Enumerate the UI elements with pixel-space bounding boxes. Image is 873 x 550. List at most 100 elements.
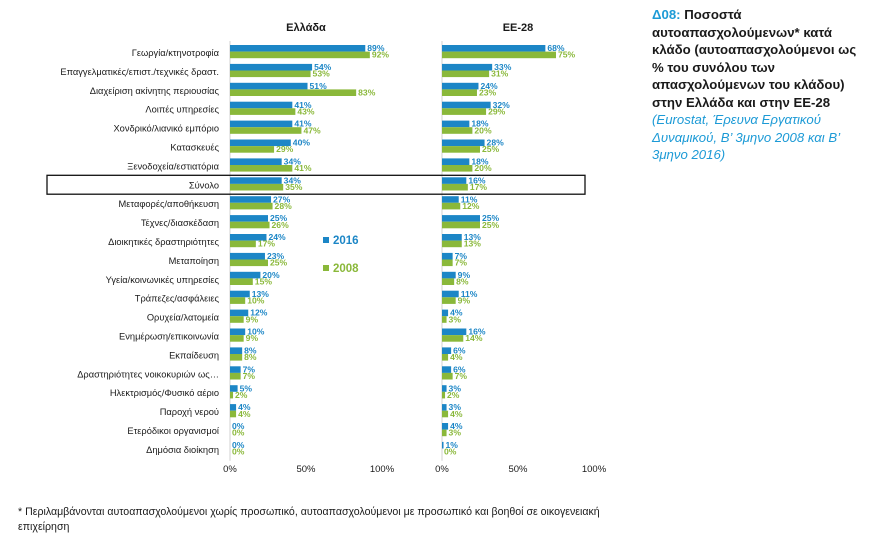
data-label-2016: 1% [446, 440, 459, 450]
caption-title: Ποσοστά αυτοαπασχολούμενων* κατά κλάδο (… [652, 7, 857, 110]
category-label: Ενημέρωση/επικοινωνία [119, 331, 220, 341]
bar-2008 [442, 278, 455, 285]
bar-2016 [442, 234, 462, 241]
data-label-2016: 5% [240, 383, 253, 393]
data-label-2008: 92% [372, 50, 390, 60]
category-label: Τράπεζες/ασφάλειες [135, 294, 220, 304]
caption-code: Δ08: [652, 7, 681, 22]
caption-source: (Eurostat, Έρευνα Εργατικού Δυναμικού, Β… [652, 112, 840, 162]
bar-2016 [230, 309, 249, 317]
data-label-2016: 34% [284, 157, 302, 167]
data-label-2016: 6% [453, 346, 466, 356]
x-tick-label: 50% [508, 464, 528, 475]
data-label-2008: 0% [232, 428, 245, 438]
bar-2008 [442, 335, 464, 342]
bar-2016 [442, 101, 491, 109]
data-label-2016: 13% [252, 289, 270, 299]
bar-2016 [442, 139, 485, 147]
data-label-2008: 83% [358, 88, 376, 98]
category-label: Δημόσια διοίκηση [146, 445, 219, 455]
data-label-2008: 2% [235, 390, 248, 400]
data-label-2016: 11% [461, 289, 478, 299]
legend-swatch-2008 [323, 265, 329, 271]
data-label-2008: 3% [449, 314, 462, 324]
bar-2016 [442, 366, 452, 373]
bar-2008 [442, 165, 473, 172]
data-label-2008: 7% [455, 258, 468, 268]
bar-2008 [442, 316, 447, 323]
data-label-2016: 18% [471, 157, 489, 167]
bar-2016 [442, 328, 467, 336]
data-label-2016: 27% [273, 194, 291, 204]
data-label-2016: 23% [267, 251, 285, 261]
data-label-2016: 54% [314, 62, 332, 72]
bar-2008 [442, 127, 473, 134]
data-label-2016: 9% [458, 270, 471, 280]
category-label: Ετερόδικοι οργανισμοί [127, 426, 219, 436]
highlight-box [46, 174, 586, 195]
bar-2008 [230, 70, 311, 78]
bar-2008 [230, 51, 370, 59]
chart-caption: Δ08: Ποσοστά αυτοαπασχολούμενων* κατά κλ… [652, 6, 870, 164]
bar-2008 [442, 354, 449, 361]
data-label-2008: 10% [247, 295, 265, 305]
footnote: * Περιλαμβάνονται αυτοαπασχολούμενοι χωρ… [18, 506, 600, 533]
data-label-2016: 41% [294, 119, 312, 129]
bar-2016 [230, 45, 366, 52]
data-label-2008: 0% [444, 447, 457, 457]
category-label: Χονδρικό/λιανικό εμπόριο [113, 124, 219, 134]
data-label-2016: 13% [464, 232, 482, 242]
x-tick-label: 50% [296, 464, 316, 475]
bar-2008 [230, 127, 302, 134]
data-label-2008: 29% [488, 106, 506, 116]
bar-2008 [230, 297, 246, 304]
bar-2016 [230, 177, 282, 184]
bar-2016 [230, 101, 293, 109]
bar-2016 [442, 120, 470, 128]
bar-2016 [442, 423, 449, 430]
bar-2008 [442, 146, 480, 153]
data-label-2016: 51% [310, 81, 328, 91]
bar-2016 [230, 196, 272, 203]
data-label-2008: 26% [272, 220, 290, 230]
bar-2016 [442, 441, 444, 449]
data-label-2016: 40% [293, 138, 311, 148]
category-label: Παροχή νερού [160, 407, 219, 417]
data-label-2016: 89% [367, 43, 385, 53]
panel-title: Ελλάδα [286, 22, 326, 34]
bar-2008 [230, 354, 243, 361]
bar-2016 [442, 271, 456, 279]
bar-2016 [442, 63, 493, 71]
data-label-2008: 23% [479, 88, 497, 98]
bar-2008 [230, 165, 293, 172]
data-label-2008: 9% [458, 295, 471, 305]
data-label-2016: 7% [455, 251, 468, 261]
data-label-2016: 3% [449, 383, 462, 393]
data-label-2016: 25% [270, 213, 288, 223]
bar-2016 [442, 158, 470, 165]
bar-2008 [442, 429, 447, 437]
bar-2016 [442, 290, 459, 298]
category-label: Μεταποίηση [169, 256, 219, 266]
data-label-2008: 41% [294, 163, 312, 173]
data-label-2008: 43% [297, 106, 315, 116]
data-label-2016: 18% [471, 119, 489, 129]
data-label-2016: 3% [449, 402, 462, 412]
data-label-2008: 13% [464, 239, 482, 249]
x-tick-label: 0% [435, 464, 449, 475]
bar-2016 [442, 309, 449, 317]
category-label: Διαχείριση ακίνητης περιουσίας [90, 86, 220, 96]
data-label-2016: 4% [238, 402, 251, 412]
bar-2016 [230, 158, 282, 165]
bar-2016 [230, 215, 268, 222]
category-label: Μεταφορές/αποθήκευση [119, 199, 219, 209]
data-label-2008: 17% [470, 182, 488, 192]
data-label-2008: 28% [275, 201, 293, 211]
category-label: Ορυχεία/λατομεία [147, 313, 220, 323]
bar-2016 [230, 120, 293, 128]
bar-2016 [230, 366, 241, 373]
data-label-2016: 0% [232, 440, 245, 450]
bar-2008 [442, 108, 487, 115]
